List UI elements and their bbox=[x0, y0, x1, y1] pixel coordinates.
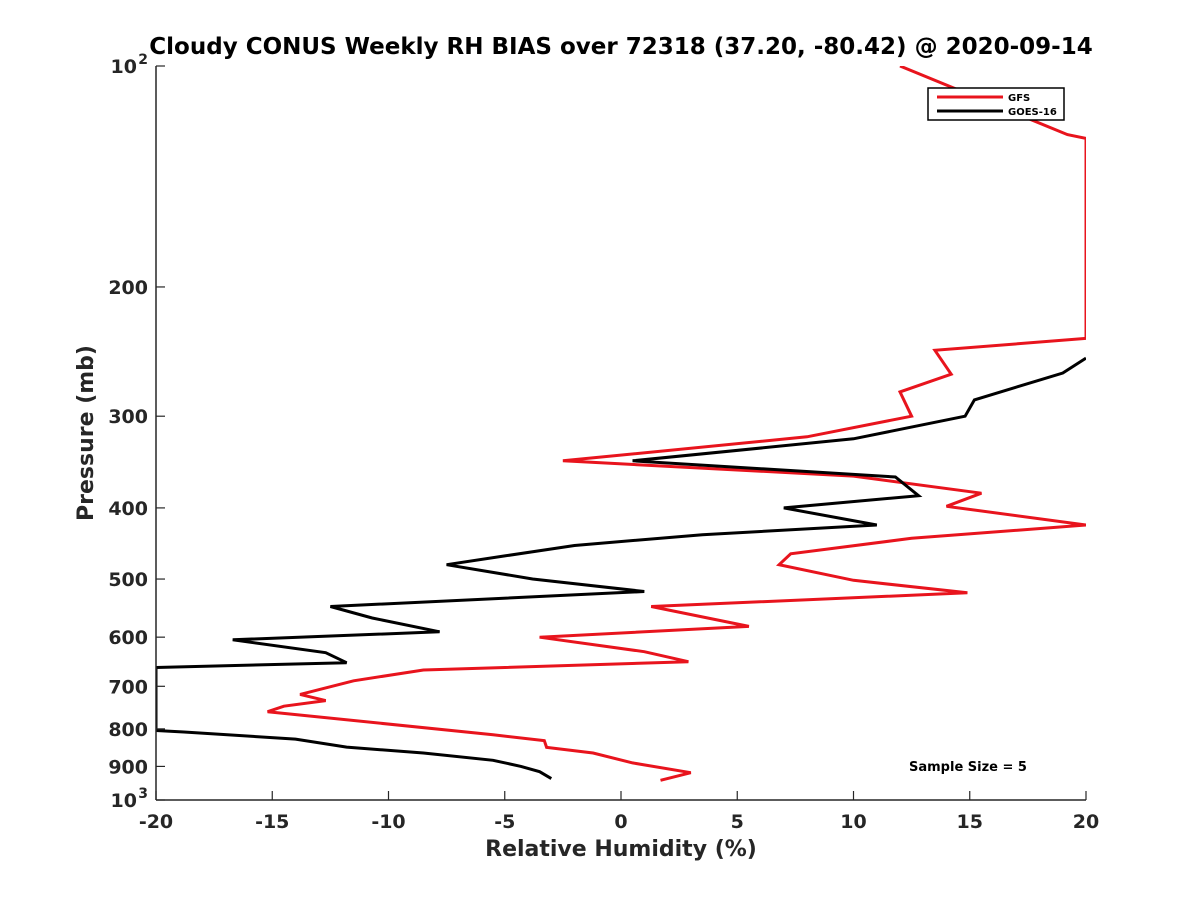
x-tick-label: -15 bbox=[255, 811, 289, 833]
x-tick-label: 15 bbox=[957, 811, 983, 833]
y-tick-label: 10 bbox=[111, 790, 137, 812]
plot-area bbox=[155, 66, 1086, 801]
x-tick-label: -10 bbox=[371, 811, 405, 833]
legend-label-gfs: GFS bbox=[1008, 93, 1030, 104]
y-tick-label: 600 bbox=[108, 627, 148, 649]
legend-box bbox=[927, 87, 1065, 121]
y-tick-label: 400 bbox=[108, 498, 148, 520]
x-tick-label: -20 bbox=[139, 811, 173, 833]
y-tick-label: 500 bbox=[108, 569, 148, 591]
y-tick-label: 300 bbox=[108, 406, 148, 428]
y-tick-label: 10 bbox=[111, 56, 137, 78]
y-tick-label: 200 bbox=[108, 277, 148, 299]
y-tick-exponent: 3 bbox=[138, 786, 148, 802]
chart-title: Cloudy CONUS Weekly RH BIAS over 72318 (… bbox=[149, 34, 1092, 60]
series-line-gfs bbox=[267, 66, 1086, 782]
legend-label-goes16: GOES-16 bbox=[1008, 107, 1057, 118]
series-line-goes16 bbox=[156, 356, 1086, 780]
x-tick-label: -5 bbox=[494, 811, 515, 833]
x-tick-label: 20 bbox=[1073, 811, 1099, 833]
y-axis-label: Pressure (mb) bbox=[74, 345, 99, 521]
y-tick-label: 900 bbox=[108, 756, 148, 778]
sample-size-annotation: Sample Size = 5 bbox=[909, 760, 1027, 775]
x-axis-label: Relative Humidity (%) bbox=[485, 837, 757, 862]
x-tick-label: 0 bbox=[614, 811, 627, 833]
x-tick-label: 5 bbox=[731, 811, 744, 833]
y-tick-exponent: 2 bbox=[138, 52, 148, 68]
y-tick-label: 700 bbox=[108, 676, 148, 698]
y-tick-label: 800 bbox=[108, 719, 148, 741]
legend: GFS GOES-16 bbox=[927, 87, 1065, 121]
x-tick-label: 10 bbox=[840, 811, 866, 833]
x-axis-ticks: -20 -15 -10 -5 0 5 10 15 20 bbox=[139, 791, 1099, 833]
